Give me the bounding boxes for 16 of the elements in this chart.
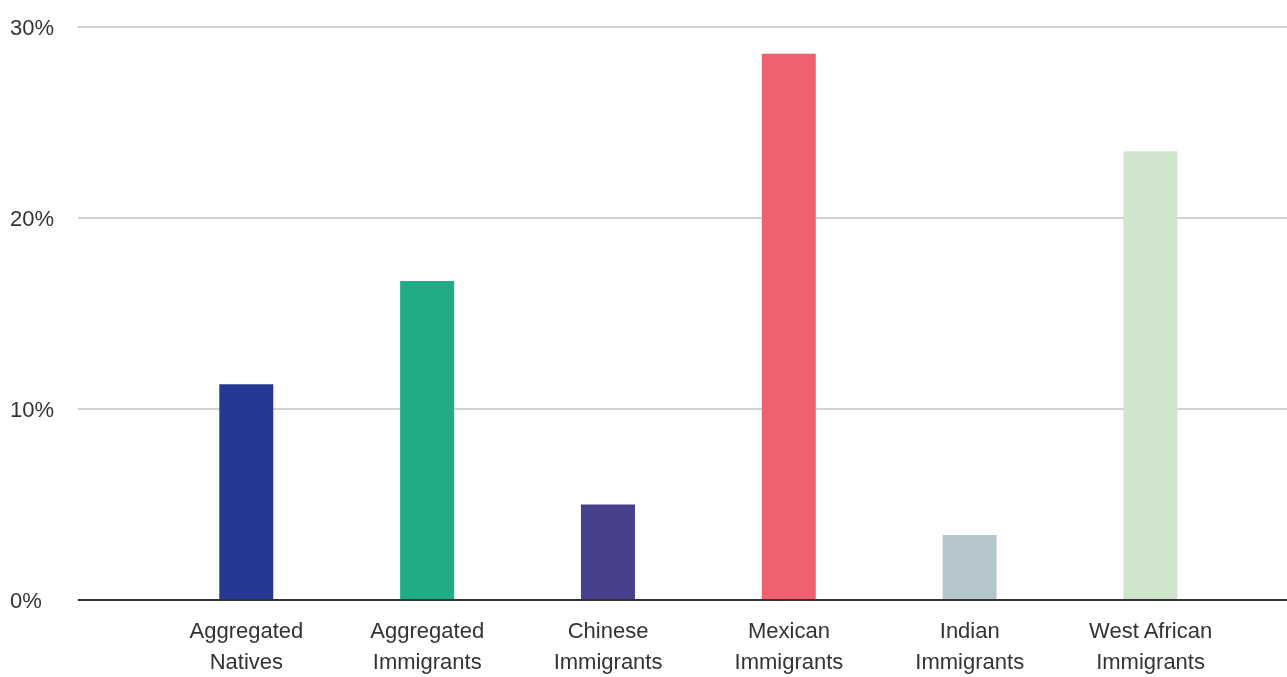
x-tick-label: West African Immigrants [1089, 618, 1213, 674]
bar [580, 504, 635, 600]
x-tick-label: Indian Immigrants [915, 618, 1025, 674]
y-tick-label: 20% [10, 206, 55, 231]
x-tick-label: Aggregated Natives [189, 618, 304, 674]
bar [400, 281, 455, 600]
y-tick-label: 10% [10, 397, 55, 422]
y-tick-label: 0% [10, 588, 42, 613]
x-tick-label: Chinese Immigrants [553, 618, 663, 674]
x-tick-label: Aggregated Immigrants [370, 618, 485, 674]
bar [219, 384, 274, 600]
bar [942, 535, 997, 600]
bar [761, 53, 816, 600]
bar [1123, 151, 1178, 600]
y-tick-label: 30% [10, 15, 55, 40]
x-tick-label: Mexican Immigrants [734, 618, 844, 674]
